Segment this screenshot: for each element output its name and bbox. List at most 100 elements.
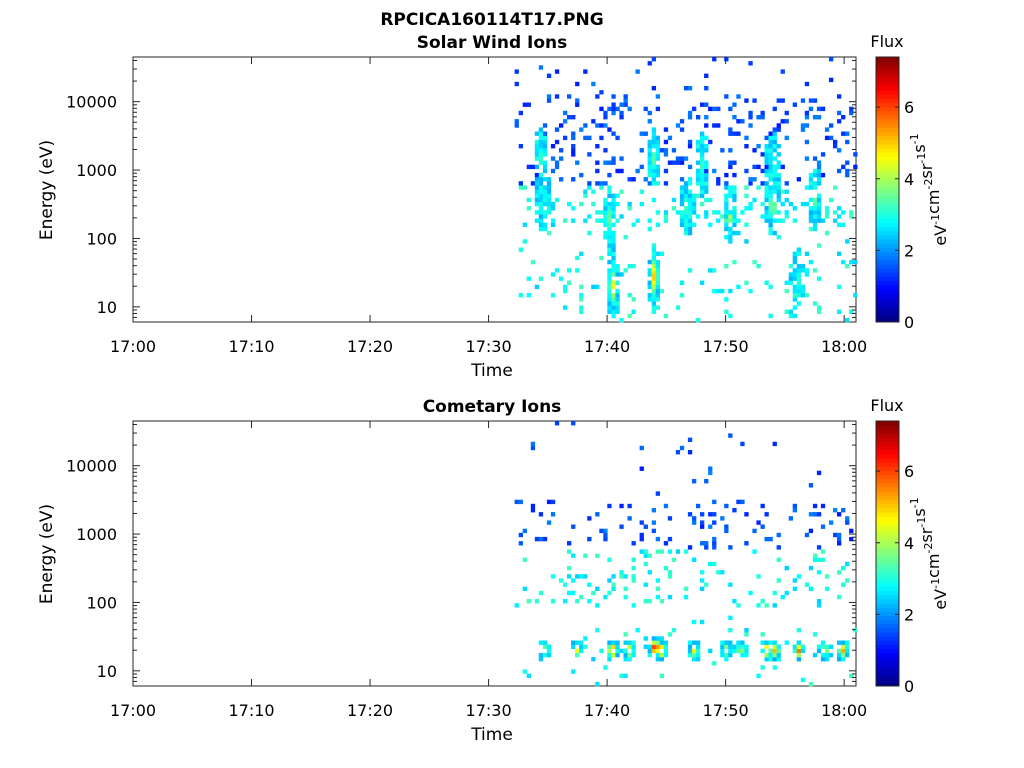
spectrogram-cell bbox=[744, 206, 749, 211]
spectrogram-cell bbox=[833, 185, 838, 190]
spectrogram-cell bbox=[623, 94, 628, 99]
spectrogram-cell bbox=[796, 264, 801, 269]
spectrogram-cell bbox=[655, 648, 660, 654]
spectrogram-cell bbox=[696, 214, 701, 219]
spectrogram-cell bbox=[712, 536, 717, 542]
spectrogram-cell bbox=[837, 309, 842, 314]
colorbar-step bbox=[876, 106, 899, 112]
y-axis-label: Energy (eV) bbox=[37, 140, 57, 240]
spectrogram-cell bbox=[611, 586, 616, 591]
spectrogram-cell bbox=[550, 574, 556, 579]
colorbar-step bbox=[876, 520, 899, 525]
spectrogram-cell bbox=[571, 144, 576, 149]
spectrogram-cell bbox=[651, 508, 656, 513]
colorbar-step bbox=[876, 77, 899, 83]
spectrogram-cell bbox=[692, 557, 697, 562]
spectrogram-cell bbox=[530, 508, 536, 513]
colorbar-step bbox=[876, 272, 899, 277]
spectrogram-cell bbox=[768, 214, 773, 219]
spectrogram-cell bbox=[538, 193, 544, 198]
spectrogram-cell bbox=[627, 644, 632, 649]
spectrogram-cell bbox=[845, 264, 850, 269]
spectrogram-cell bbox=[829, 57, 834, 62]
spectrogram-cell bbox=[559, 123, 564, 128]
spectrogram-cell bbox=[651, 168, 656, 174]
unit-exponent: -2 bbox=[922, 179, 935, 190]
spectrogram-cell bbox=[542, 197, 548, 203]
spectrogram-cell bbox=[700, 152, 705, 157]
spectrogram-cell bbox=[732, 206, 737, 211]
spectrogram-cell bbox=[812, 206, 818, 211]
spectrogram-cell bbox=[720, 652, 725, 658]
spectrogram-cell bbox=[837, 284, 842, 290]
colorbar-step bbox=[876, 251, 899, 257]
spectrogram-cell bbox=[538, 276, 544, 281]
spectrogram-cell bbox=[647, 160, 652, 165]
spectrogram-cell bbox=[671, 160, 677, 165]
spectrogram-cell bbox=[647, 156, 652, 161]
colorbar-step bbox=[876, 135, 899, 141]
spectrogram-cell bbox=[607, 247, 612, 252]
spectrogram-cell bbox=[663, 541, 669, 546]
spectrogram-cell bbox=[627, 293, 632, 298]
spectrogram-cell bbox=[679, 156, 685, 161]
spectrogram-cell bbox=[808, 214, 814, 219]
spectrogram-cell bbox=[595, 181, 600, 186]
spectrogram-cell bbox=[692, 648, 697, 654]
spectrogram-cell bbox=[567, 541, 572, 546]
spectrogram-cell bbox=[619, 156, 624, 161]
spectrogram-cell bbox=[607, 235, 612, 240]
spectrogram-cell bbox=[603, 532, 608, 538]
spectrogram-cell bbox=[663, 218, 669, 223]
spectrogram-cell bbox=[651, 251, 656, 256]
spectrogram-cell bbox=[845, 160, 850, 165]
spectrogram-cell bbox=[651, 276, 656, 281]
spectrogram-cell bbox=[748, 181, 753, 186]
spectrogram-cell bbox=[554, 139, 560, 145]
spectrogram-cell bbox=[607, 590, 612, 596]
spectrogram-cell bbox=[518, 499, 523, 505]
colorbar-step bbox=[876, 143, 899, 149]
colorbar-step bbox=[876, 636, 899, 641]
spectrogram-cell bbox=[607, 644, 612, 649]
spectrogram-cell bbox=[575, 160, 580, 165]
spectrogram-cell bbox=[603, 197, 608, 203]
spectrogram-cell bbox=[788, 276, 793, 281]
spectrogram-cell bbox=[679, 210, 685, 215]
spectrogram-cell bbox=[534, 218, 540, 223]
spectrogram-cell bbox=[780, 119, 785, 124]
spectrogram-cell bbox=[768, 160, 773, 165]
spectrogram-cell bbox=[716, 106, 721, 112]
spectrogram-cell bbox=[651, 135, 656, 141]
spectrogram-cell bbox=[732, 102, 737, 107]
spectrogram-cell bbox=[824, 652, 830, 658]
spectrogram-cell bbox=[768, 144, 773, 149]
spectrogram-cell bbox=[804, 123, 810, 128]
spectrogram-cell bbox=[724, 652, 729, 658]
spectrogram-cell bbox=[824, 657, 830, 662]
spectrogram-cell bbox=[772, 168, 777, 174]
spectrogram-cell bbox=[559, 276, 564, 281]
spectrogram-cell bbox=[728, 433, 733, 438]
spectrogram-cell bbox=[728, 160, 733, 165]
spectrogram-cell bbox=[563, 305, 568, 310]
spectrogram-cell bbox=[522, 528, 527, 534]
spectrogram-cell bbox=[700, 570, 705, 575]
spectrogram-cell bbox=[808, 483, 814, 488]
spectrogram-cell bbox=[611, 210, 616, 215]
spectrogram-cell bbox=[808, 98, 814, 103]
spectrogram-cell bbox=[744, 652, 749, 658]
spectrogram-cell bbox=[615, 652, 620, 658]
spectrogram-cell bbox=[808, 528, 814, 534]
spectrogram-cell bbox=[808, 177, 814, 182]
spectrogram-cell bbox=[631, 603, 636, 608]
spectrogram-cell bbox=[538, 512, 544, 517]
colorbar-step bbox=[876, 429, 899, 434]
colorbar-step bbox=[876, 425, 899, 430]
spectrogram-cell bbox=[816, 201, 822, 207]
spectrogram-cell bbox=[724, 210, 729, 215]
spectrogram-cell bbox=[587, 181, 592, 186]
spectrogram-cell bbox=[554, 160, 560, 165]
spectrogram-cell bbox=[708, 561, 713, 567]
